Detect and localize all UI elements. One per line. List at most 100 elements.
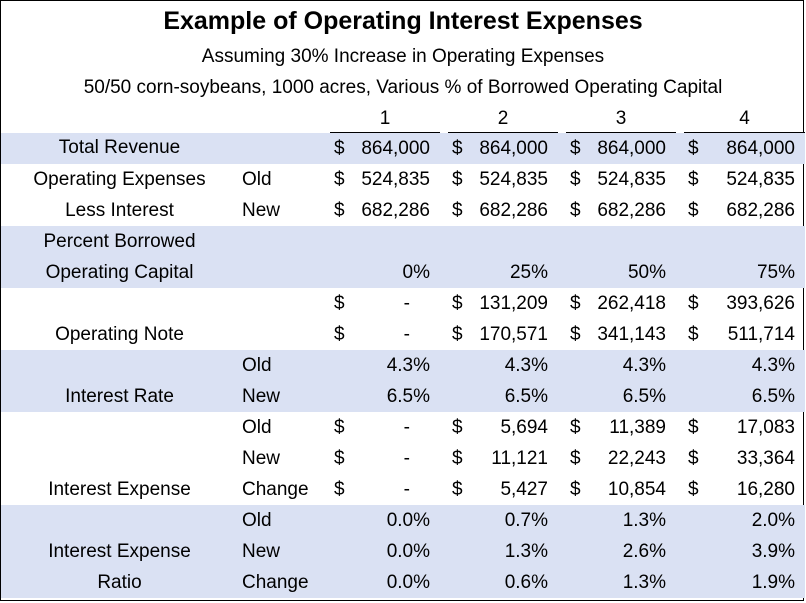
row-sublabel: Old <box>238 505 330 536</box>
table-cell: 1.3% <box>566 567 676 598</box>
table-row: Less Interest New $682,286 $682,286 $682… <box>1 195 805 226</box>
row-label: Interest Expense <box>1 536 238 567</box>
table-cell: 4.3% <box>330 350 440 381</box>
table-cell: $393,626 <box>688 292 795 314</box>
table-row: $ - $131,209 $262,418 $393,626 <box>1 288 805 319</box>
table-cell: $682,286 <box>452 199 548 221</box>
column-header-3: 3 <box>566 106 676 133</box>
table-row: Interest Rate New 6.5% 6.5% 6.5% 6.5% <box>1 381 805 412</box>
table-cell: 0.0% <box>330 505 440 536</box>
table-cell: $864,000 <box>570 137 666 159</box>
table-cell: $17,083 <box>688 416 795 438</box>
table-cell: 1.3% <box>566 505 676 536</box>
page-title: Example of Operating Interest Expenses <box>163 7 643 35</box>
table-row: Operating Note $ - $170,571 $341,143 $511… <box>1 319 805 350</box>
table-cell: $33,364 <box>688 447 795 469</box>
table-cell: $10,854 <box>570 478 666 500</box>
row-sublabel: New <box>238 381 330 412</box>
table-row: Old 4.3% 4.3% 4.3% 4.3% <box>1 350 805 381</box>
table-cell: 4.3% <box>684 350 805 381</box>
row-label: Operating Capital <box>1 257 238 288</box>
table-cell: $11,121 <box>452 447 548 469</box>
column-header-2: 2 <box>448 106 558 133</box>
table-cell: $ - <box>334 447 410 469</box>
row-sublabel: Change <box>238 567 330 598</box>
row-sublabel: New <box>238 536 330 567</box>
row-label: Total Revenue <box>1 132 238 164</box>
table-row: Old $ - $5,694 $11,389 $17,083 <box>1 412 805 443</box>
table-cell: $682,286 <box>570 199 666 221</box>
table-cell: $511,714 <box>688 323 795 345</box>
table-cell: 2.6% <box>566 536 676 567</box>
row-label: Operating Expenses <box>33 168 206 190</box>
table-cell: 0.0% <box>330 567 440 598</box>
table-cell: $170,571 <box>452 323 548 345</box>
table-cell: $262,418 <box>570 292 666 314</box>
table-cell: $682,286 <box>334 199 430 221</box>
table-row: Percent Borrowed <box>1 226 805 257</box>
interest-expense-table: 1 2 3 4 Total Revenue $864,000 $864,000 … <box>1 106 805 598</box>
table-cell: $864,000 <box>688 137 795 159</box>
header-row: 1 2 3 4 <box>1 106 805 133</box>
row-sublabel: Old <box>238 350 330 381</box>
table-cell: $864,000 <box>334 137 430 159</box>
table-cell: 4.3% <box>448 350 558 381</box>
table-cell: 0% <box>330 257 440 288</box>
table-row: Interest Expense New 0.0% 1.3% 2.6% 3.9% <box>1 536 805 567</box>
row-sublabel: New <box>242 447 281 469</box>
table-cell: 50% <box>566 257 676 288</box>
table-cell: $524,835 <box>334 168 430 190</box>
table-cell: $5,427 <box>452 478 548 500</box>
table-cell: $524,835 <box>688 168 795 190</box>
table-cell: $ - <box>334 292 410 314</box>
table-cell: 25% <box>448 257 558 288</box>
table-row: New $ - $11,121 $22,243 $33,364 <box>1 443 805 474</box>
table-cell: $ - <box>334 416 410 438</box>
table-cell: 1.9% <box>684 567 805 598</box>
row-sublabel: Old <box>242 168 272 190</box>
table-cell: $ - <box>334 323 410 345</box>
table-cell: 1.3% <box>448 536 558 567</box>
column-header-4: 4 <box>684 106 805 133</box>
table-row: Interest Expense Change $ - $5,427 $10,85… <box>1 474 805 505</box>
row-sublabel: New <box>242 199 281 221</box>
subtitle-scenario: 50/50 corn-soybeans, 1000 acres, Various… <box>83 77 723 98</box>
table-cell: $5,694 <box>452 416 548 438</box>
row-sublabel: Change <box>242 478 309 500</box>
table-cell: 6.5% <box>684 381 805 412</box>
row-sublabel: Old <box>242 416 272 438</box>
table-cell: 4.3% <box>566 350 676 381</box>
table-cell: 0.0% <box>330 536 440 567</box>
table-cell: $ - <box>334 478 410 500</box>
table-cell: 6.5% <box>566 381 676 412</box>
table-cell: $131,209 <box>452 292 548 314</box>
row-label: Interest Rate <box>1 381 238 412</box>
table-cell: $864,000 <box>452 137 548 159</box>
table-row: Operating Expenses Old $524,835 $524,835… <box>1 164 805 195</box>
table-cell: $341,143 <box>570 323 666 345</box>
table-cell: 0.7% <box>448 505 558 536</box>
table-cell: 0.6% <box>448 567 558 598</box>
table-cell: 6.5% <box>448 381 558 412</box>
subtitle-assumption: Assuming 30% Increase in Operating Expen… <box>201 46 605 67</box>
table-cell: $11,389 <box>570 416 666 438</box>
table-cell: $524,835 <box>452 168 548 190</box>
table-row: Ratio Change 0.0% 0.6% 1.3% 1.9% <box>1 567 805 598</box>
table-cell: 3.9% <box>684 536 805 567</box>
table-cell: $16,280 <box>688 478 795 500</box>
table-row: Total Revenue $864,000 $864,000 $864,000… <box>1 132 805 164</box>
table-cell: 2.0% <box>684 505 805 536</box>
column-header-1: 1 <box>330 106 440 133</box>
row-label: Operating Note <box>55 323 184 345</box>
table-cell: $682,286 <box>688 199 795 221</box>
table-row: Operating Capital 0% 25% 50% 75% <box>1 257 805 288</box>
row-label: Percent Borrowed <box>1 226 238 257</box>
table-cell: 75% <box>684 257 805 288</box>
row-label: Less Interest <box>65 199 174 221</box>
table-row: Old 0.0% 0.7% 1.3% 2.0% <box>1 505 805 536</box>
row-label: Ratio <box>1 567 238 598</box>
row-label: Interest Expense <box>48 478 191 500</box>
table-cell: 6.5% <box>330 381 440 412</box>
table-cell: $524,835 <box>570 168 666 190</box>
